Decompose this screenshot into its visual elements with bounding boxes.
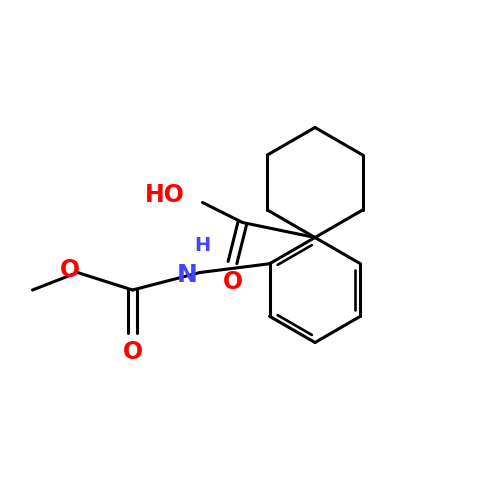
Text: O: O	[60, 258, 80, 282]
Text: HO: HO	[145, 183, 185, 207]
Text: O: O	[222, 270, 242, 294]
Text: H: H	[194, 236, 210, 255]
Text: N: N	[176, 263, 198, 287]
Text: O: O	[122, 340, 142, 364]
